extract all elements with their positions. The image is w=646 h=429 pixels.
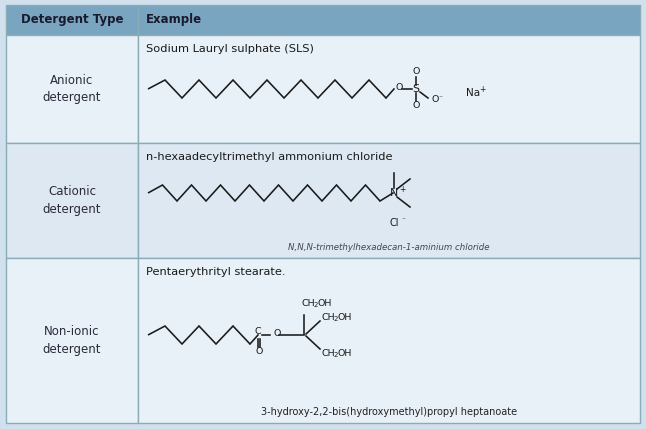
Text: Non-ionic
detergent: Non-ionic detergent [43, 325, 101, 356]
Text: OH: OH [318, 299, 333, 308]
Text: N: N [390, 188, 398, 198]
Text: Example: Example [146, 13, 202, 27]
Text: S: S [413, 84, 419, 94]
Bar [6, 35, 138, 143]
Text: CH: CH [302, 299, 316, 308]
Text: Sodium Lauryl sulphate (SLS): Sodium Lauryl sulphate (SLS) [146, 44, 314, 54]
Text: N,N,N-trimethylhexadecan-1-aminium chloride: N,N,N-trimethylhexadecan-1-aminium chlor… [288, 242, 490, 251]
Bar [138, 143, 640, 258]
Text: 3-hydroxy-2,2-bis(hydroxymethyl)propyl heptanoate: 3-hydroxy-2,2-bis(hydroxymethyl)propyl h… [261, 407, 517, 417]
Bar [6, 258, 138, 423]
Text: Pentaerythrityl stearate.: Pentaerythrityl stearate. [146, 267, 286, 277]
Text: O: O [431, 96, 439, 105]
Text: Cl: Cl [390, 218, 399, 228]
Text: ⁻: ⁻ [401, 215, 405, 224]
Text: n-hexaadecyltrimethyl ammonium chloride: n-hexaadecyltrimethyl ammonium chloride [146, 152, 393, 162]
Text: CH: CH [322, 312, 336, 321]
Bar [138, 258, 640, 423]
Text: +: + [399, 184, 406, 193]
Text: O: O [396, 84, 403, 93]
Bar [138, 5, 640, 35]
Text: OH: OH [338, 348, 352, 357]
Text: 2: 2 [314, 302, 318, 308]
Text: Cationic
detergent: Cationic detergent [43, 185, 101, 216]
Bar [138, 35, 640, 143]
Text: C: C [255, 327, 262, 336]
Text: ⁻: ⁻ [438, 94, 442, 103]
Text: Detergent Type: Detergent Type [21, 13, 123, 27]
Text: 2: 2 [334, 352, 339, 358]
Text: OH: OH [338, 312, 352, 321]
Text: CH: CH [322, 348, 336, 357]
Text: O: O [273, 329, 280, 338]
Text: O: O [255, 347, 263, 356]
Text: Na: Na [466, 88, 480, 98]
Bar [6, 5, 138, 35]
Text: Anionic
detergent: Anionic detergent [43, 73, 101, 105]
Text: +: + [479, 85, 485, 94]
Text: 2: 2 [334, 316, 339, 322]
Bar [6, 143, 138, 258]
Text: O: O [412, 67, 420, 76]
Text: O: O [412, 102, 420, 111]
